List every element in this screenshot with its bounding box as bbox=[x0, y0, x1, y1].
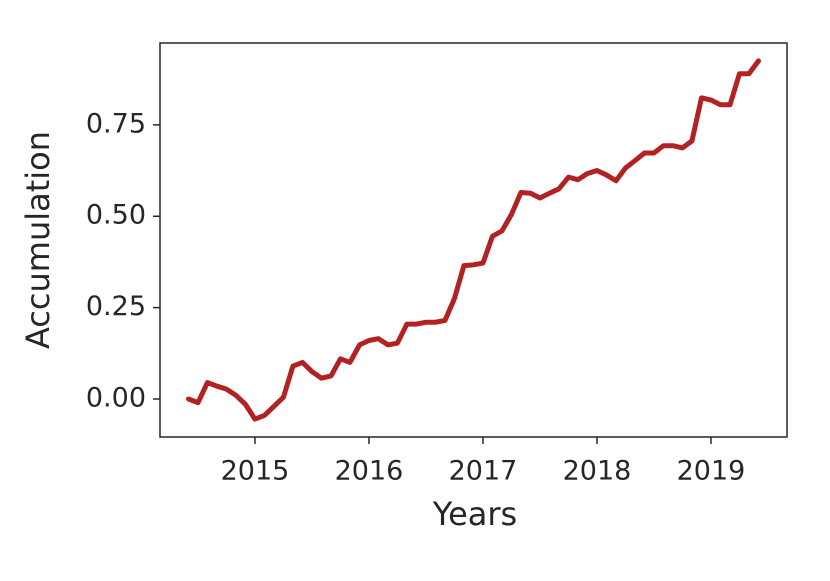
x-axis-label: Years bbox=[432, 495, 517, 533]
y-tick-label: 0.00 bbox=[86, 382, 146, 413]
data-line bbox=[186, 58, 761, 422]
x-tick-label: 2019 bbox=[677, 456, 746, 487]
x-tick-label: 2015 bbox=[221, 456, 290, 487]
y-tick-label: 0.50 bbox=[86, 200, 146, 231]
y-tick-label: 0.25 bbox=[86, 291, 146, 322]
y-axis-label: Accumulation bbox=[19, 131, 57, 349]
y-tick-label: 0.75 bbox=[86, 108, 146, 139]
x-tick-label: 2018 bbox=[563, 456, 632, 487]
x-tick-label: 2016 bbox=[335, 456, 404, 487]
x-tick-label: 2017 bbox=[449, 456, 518, 487]
plot-frame bbox=[159, 42, 788, 438]
